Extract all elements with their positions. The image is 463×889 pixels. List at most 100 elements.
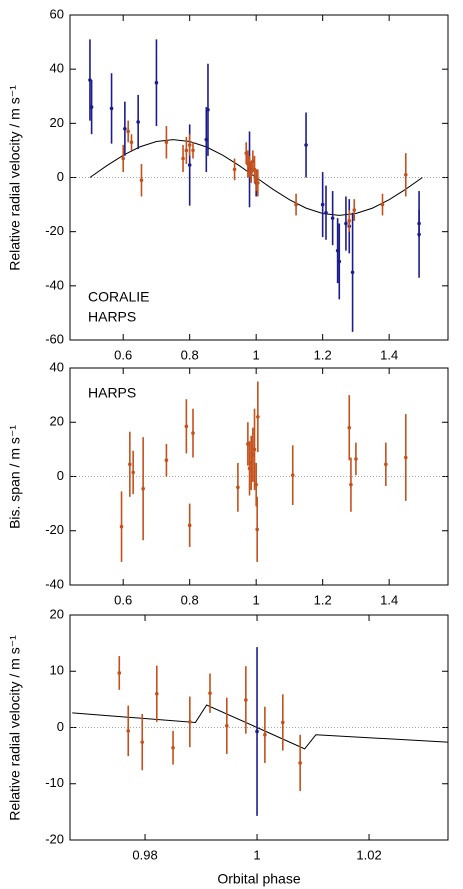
legend-label: CORALIE [88, 289, 149, 305]
data-point [349, 482, 353, 487]
panel: -20 -10 0 10 20 0.98 1 1.02 Relative radial velo… [7, 606, 449, 887]
x-tick-label: 1 [253, 847, 260, 862]
data-point [208, 691, 212, 695]
data-point [304, 143, 308, 147]
x-tick-label: 1.2 [314, 347, 332, 362]
plot-area [119, 381, 408, 562]
data-point [384, 462, 388, 467]
data-point [403, 172, 408, 177]
data-point [347, 425, 352, 430]
x-tick-label: 0.6 [114, 592, 132, 607]
plot-frame [69, 14, 449, 341]
y-tick-label: -20 [45, 522, 64, 537]
data-point [119, 524, 124, 529]
data-point [187, 163, 192, 167]
data-point [344, 221, 348, 226]
data-point [380, 202, 385, 207]
data-point [298, 761, 302, 765]
legend-label: HARPS [88, 309, 136, 325]
plot-frame [69, 614, 449, 841]
data-point [136, 120, 140, 124]
data-point [255, 527, 259, 532]
y-tick-label: -20 [45, 223, 64, 238]
data-point [155, 691, 159, 696]
data-point [129, 140, 134, 145]
data-point [139, 178, 144, 183]
data-point [188, 720, 192, 724]
x-axis-label: Orbital phase [217, 871, 300, 887]
data-point [206, 107, 210, 112]
y-tick-label: -40 [45, 277, 64, 292]
data-point [128, 462, 132, 467]
data-point [164, 140, 169, 145]
data-point [164, 458, 169, 463]
data-point [347, 219, 352, 223]
data-point [141, 486, 145, 491]
y-axis-label: Relative radial velocity / m s⁻¹ [7, 85, 23, 271]
data-point [117, 671, 122, 675]
y-tick-label: 20 [50, 115, 64, 130]
data-point [187, 523, 192, 528]
data-point [263, 733, 267, 737]
data-point [294, 202, 298, 207]
x-tick-label: 1.4 [380, 592, 398, 607]
x-tick-label: 0.8 [181, 347, 199, 362]
y-tick-label: -20 [45, 831, 64, 846]
panel: -40 -20 0 20 40 0.6 0.8 1 1.2 1.4 HARPS Bis. span /… [7, 359, 449, 607]
data-point [256, 181, 260, 185]
plot-area [88, 39, 423, 332]
data-point [126, 729, 131, 733]
data-point [350, 270, 355, 275]
plot-frame [69, 367, 449, 586]
data-point [254, 482, 258, 487]
y-tick-label: 40 [50, 359, 64, 374]
data-point [154, 80, 159, 85]
y-axis-label: Bis. span / m s⁻¹ [7, 425, 23, 529]
y-tick-label: -10 [45, 775, 64, 790]
legend-label: HARPS [88, 385, 136, 401]
data-point [187, 143, 192, 147]
data-point [403, 455, 408, 460]
y-tick-label: 20 [50, 414, 64, 429]
y-tick-label: 0 [57, 169, 64, 184]
data-point [320, 202, 325, 207]
data-point [191, 431, 195, 435]
data-point [171, 745, 175, 750]
x-tick-label: 1.02 [356, 847, 381, 862]
data-point [337, 259, 342, 264]
y-axis-label: Relative radial velocity / m s⁻¹ [7, 635, 23, 821]
panel: -60 -40 -20 0 20 40 60 0.6 0.8 1 1.2 1.4 CORALIE HARP… [7, 6, 449, 362]
y-tick-label: 40 [50, 61, 64, 76]
data-point [330, 216, 335, 220]
y-tick-label: -60 [45, 331, 64, 346]
data-point [123, 126, 127, 131]
plot-area [72, 647, 448, 816]
x-tick-label: 1 [253, 347, 260, 362]
x-tick-label: 0.8 [181, 592, 199, 607]
y-tick-label: 20 [50, 606, 64, 621]
y-tick-label: 60 [50, 6, 64, 21]
y-tick-label: 10 [50, 663, 64, 678]
x-tick-label: 1.2 [314, 592, 332, 607]
data-point [281, 720, 285, 725]
data-point [89, 105, 94, 109]
data-point [121, 156, 125, 161]
data-point [184, 424, 189, 429]
data-point [244, 698, 248, 702]
data-point [354, 457, 358, 461]
x-tick-label: 1.4 [380, 347, 398, 362]
y-tick-label: -40 [45, 576, 64, 591]
data-point [252, 447, 257, 452]
data-point [140, 740, 145, 744]
y-tick-label: 0 [57, 468, 64, 483]
data-point [184, 148, 189, 153]
x-tick-label: 0.6 [114, 347, 132, 362]
data-point [109, 106, 114, 111]
data-point [352, 208, 357, 212]
data-point [417, 232, 421, 237]
data-point [324, 210, 328, 215]
data-point [126, 129, 130, 134]
data-point [232, 167, 237, 172]
data-point [256, 415, 260, 419]
